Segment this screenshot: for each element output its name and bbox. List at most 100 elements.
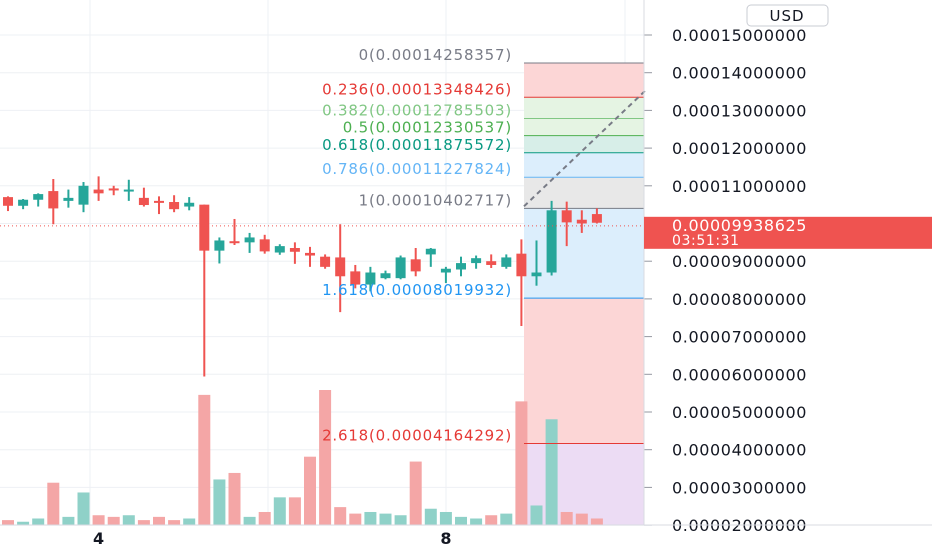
candle-body	[350, 271, 361, 285]
volume-bars	[2, 390, 603, 525]
fib-zone	[524, 443, 644, 525]
fib-label-0.618: 0.618(0.00011875572)	[322, 136, 512, 154]
candle-body	[486, 261, 497, 265]
candle-body	[410, 259, 421, 272]
volume-bar	[153, 516, 165, 525]
volume-bar	[17, 521, 30, 525]
candle-body	[48, 191, 59, 209]
candle-body	[138, 197, 149, 206]
currency-badge-box[interactable]	[746, 4, 829, 27]
candle-body	[320, 256, 331, 267]
candle-body	[305, 252, 315, 256]
y-tick-label: 0.00006000000	[672, 365, 807, 384]
candle-body	[561, 210, 572, 223]
volume-bar	[319, 390, 332, 525]
fib-trend-line[interactable]	[523, 89, 647, 208]
price-axis[interactable]: 0.00015000000 0.00014000000 0.00013000000 0…	[643, 0, 807, 535]
fib-zone	[524, 298, 644, 444]
candle-body	[456, 263, 466, 270]
y-tick-label: 0.00007000000	[672, 328, 807, 347]
volume-bar	[183, 518, 196, 525]
fib-zone	[524, 135, 644, 153]
candle-body	[471, 258, 482, 264]
volume-bar	[258, 511, 271, 525]
candle-body	[395, 257, 406, 279]
y-tick-label: 0.00013000000	[672, 101, 807, 120]
volume-bar	[62, 516, 75, 525]
candle-body	[259, 239, 270, 252]
volume-bar	[364, 511, 377, 525]
volume-bar	[228, 472, 241, 525]
candle-body	[531, 272, 542, 277]
volume-bar	[470, 518, 483, 525]
volume-bar	[455, 516, 467, 525]
y-tick-label: 0.00003000000	[672, 478, 807, 497]
fib-labels: 0(0.00014258357) 0.236(0.00013348426) 0.38…	[322, 46, 512, 445]
current-price-tag: 0.00009938625 03:51:31	[644, 216, 932, 249]
candle-body	[199, 204, 210, 251]
y-tick-label: 0.00004000000	[672, 441, 807, 460]
volume-bar	[107, 516, 120, 525]
candle-body	[108, 188, 119, 191]
volume-bar	[92, 515, 105, 525]
candle-body	[229, 241, 240, 244]
y-tick-label: 0.00009000000	[672, 252, 807, 271]
volume-bar	[47, 482, 60, 525]
candle-body	[244, 237, 255, 243]
volume-bar	[394, 515, 407, 525]
fib-label-1: 1(0.00010402717)	[359, 191, 512, 209]
candle-body	[169, 202, 180, 210]
y-tick-label: 0.00002000000	[672, 516, 807, 535]
candle-body	[501, 257, 512, 267]
candle-body	[440, 268, 451, 273]
bar-countdown: 03:51:31	[672, 233, 740, 249]
volume-bar	[424, 508, 437, 525]
candle-body	[184, 202, 195, 207]
candle-body	[3, 197, 13, 206]
candle-body	[93, 189, 104, 194]
volume-bar	[590, 518, 603, 525]
volume-bar	[273, 497, 286, 525]
fib-label-0: 0(0.00014258357)	[359, 46, 512, 64]
volume-bar	[530, 505, 543, 525]
y-tick-label: 0.00011000000	[672, 177, 807, 196]
fib-label-1.618: 1.618(0.00008019932)	[322, 281, 512, 299]
y-tick-label: 0.00008000000	[672, 290, 807, 309]
x-tick-label: 4	[93, 529, 104, 548]
volume-bar	[560, 511, 573, 525]
y-tick-label: 0.00014000000	[672, 64, 807, 83]
candle-body	[63, 197, 74, 201]
volume-bar	[288, 497, 301, 525]
candle-body	[576, 219, 587, 224]
candles	[3, 176, 602, 377]
volume-bar	[545, 419, 558, 525]
candle-body	[591, 214, 602, 223]
drawing-extras	[0, 89, 647, 227]
fib-lines[interactable]	[524, 62, 644, 445]
candle-body	[365, 272, 376, 285]
candle-body	[380, 273, 391, 279]
fib-zone	[524, 152, 644, 178]
fib-label-0.5: 0.5(0.00012330537)	[343, 119, 512, 137]
volume-bar	[409, 461, 422, 525]
volume-bar	[122, 515, 135, 525]
y-tick-label: 0.00015000000	[672, 26, 807, 45]
candle-body	[546, 210, 557, 273]
currency-label: USD	[769, 7, 804, 25]
fib-zones	[524, 62, 644, 525]
volume-bar	[32, 518, 45, 525]
candle-body	[154, 200, 164, 203]
fib-label-2.618: 2.618(0.00004164292)	[322, 427, 512, 445]
fib-zone	[524, 177, 644, 209]
candle-body	[214, 240, 225, 251]
volume-bar	[575, 513, 588, 525]
candle-body	[123, 189, 134, 192]
x-tick-label: 8	[440, 529, 451, 548]
candle-body	[18, 199, 29, 206]
volume-bar	[515, 401, 528, 525]
candle-body	[274, 246, 285, 253]
currency-badge[interactable]: USD	[746, 4, 829, 27]
